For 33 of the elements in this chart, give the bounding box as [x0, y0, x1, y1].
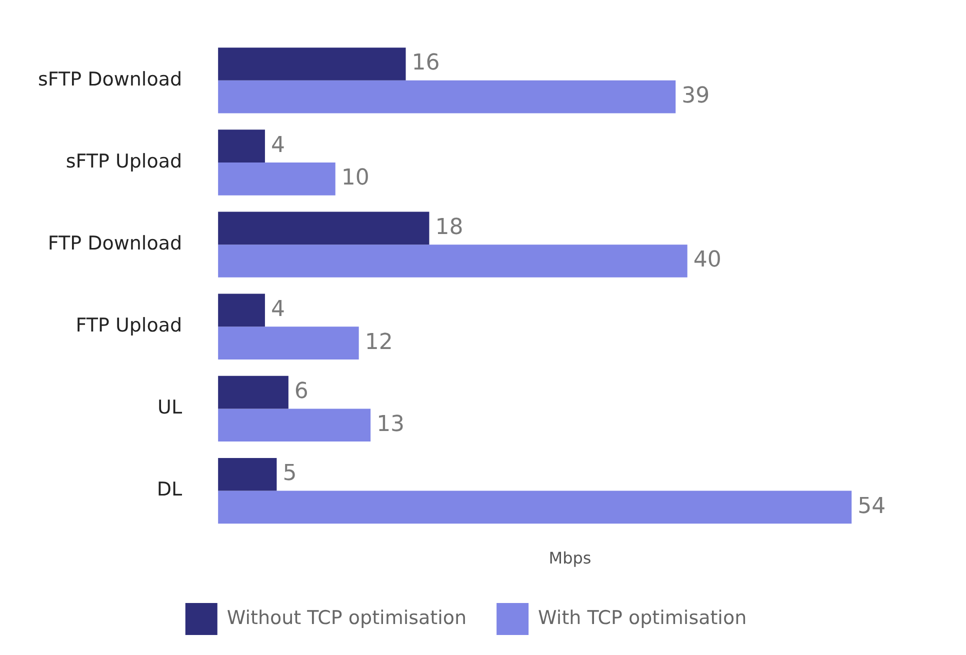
data-label: 39 — [682, 84, 710, 109]
bar — [218, 212, 430, 245]
bar — [218, 244, 688, 278]
y-tick-label: FTP Download — [48, 232, 182, 255]
bar — [218, 326, 359, 360]
data-label: 40 — [693, 248, 722, 273]
data-label: 54 — [858, 494, 886, 519]
x-axis-title: Mbps — [548, 548, 592, 568]
bar — [218, 80, 676, 114]
bar — [218, 458, 277, 491]
legend-label: With TCP optimisation — [538, 606, 747, 629]
bar — [218, 376, 288, 409]
y-tick-label: sFTP Upload — [66, 150, 182, 172]
bar — [218, 408, 371, 442]
y-tick-label: sFTP Download — [38, 68, 182, 90]
legend-label: Without TCP optimisation — [226, 606, 467, 629]
bar — [218, 130, 265, 162]
y-tick-label: UL — [158, 396, 182, 419]
bar — [218, 490, 852, 524]
bar — [218, 48, 406, 80]
y-tick-label: DL — [156, 478, 182, 501]
bar — [218, 162, 336, 196]
data-label: 10 — [341, 166, 370, 191]
data-label: 4 — [270, 132, 285, 158]
data-label: 6 — [294, 379, 308, 404]
y-tick-label: FTP Upload — [76, 314, 182, 337]
data-label: 13 — [376, 412, 405, 437]
data-label: 12 — [364, 330, 393, 355]
data-label: 5 — [282, 461, 297, 486]
data-label: 16 — [412, 50, 440, 76]
data-label: 18 — [435, 214, 464, 240]
bar — [218, 294, 265, 327]
data-label: 4 — [270, 296, 285, 322]
